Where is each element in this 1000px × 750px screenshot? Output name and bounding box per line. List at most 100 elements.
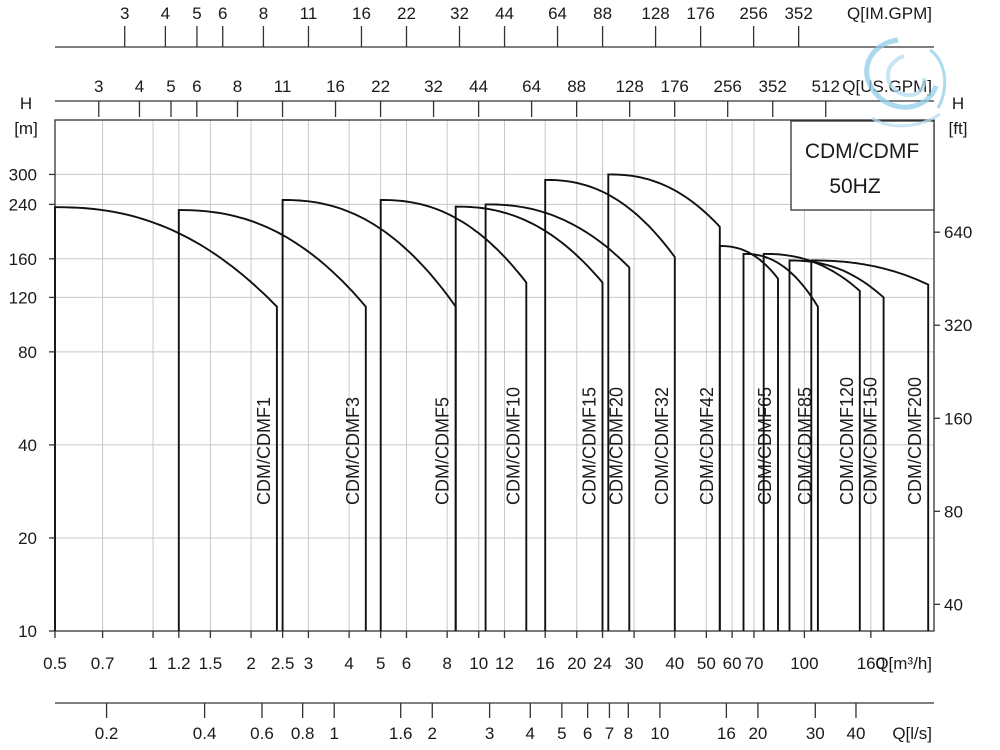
y-left-tick-label: 10 (18, 622, 37, 641)
ls-tick-label: 30 (806, 724, 825, 743)
pump-curve (810, 259, 930, 631)
ls-tick-label: 10 (650, 724, 669, 743)
brand-logo-icon (864, 37, 947, 128)
series-label: CDM/CDMF20 (606, 387, 626, 505)
m3h-tick-label: 1.5 (199, 654, 223, 673)
m3h-tick-label: 40 (665, 654, 684, 673)
m3h-tick-label: 12 (495, 654, 514, 673)
us-gpm-tick-label: 11 (274, 77, 292, 96)
ls-tick-label: 0.4 (193, 724, 217, 743)
y-left-tick-label: 40 (18, 436, 37, 455)
im-gpm-tick-label: 5 (192, 4, 201, 23)
y-right-tick-label: 40 (944, 595, 963, 614)
m3h-tick-label: 50 (697, 654, 716, 673)
y-right-tick-label: 160 (944, 409, 972, 428)
y-left-tick-label: 300 (9, 165, 37, 184)
m3h-tick-label: 60 (723, 654, 742, 673)
im-gpm-tick-label: 128 (641, 4, 669, 23)
m3h-tick-label: 2 (246, 654, 255, 673)
y-right-tick-label: 640 (944, 223, 972, 242)
im-gpm-tick-label: 11 (300, 4, 318, 23)
ls-tick-label: 16 (717, 724, 736, 743)
m3h-tick-label: 1.2 (167, 654, 191, 673)
m3h-tick-label: 0.7 (91, 654, 115, 673)
pump-curve (177, 209, 367, 631)
m3h-tick-label: 20 (567, 654, 586, 673)
im-gpm-tick-label: 88 (593, 4, 612, 23)
us-gpm-axis-label: Q[US.GPM] (842, 77, 932, 96)
ls-tick-label: 20 (748, 724, 767, 743)
m3h-tick-label: 6 (402, 654, 411, 673)
series-label: CDM/CDMF65 (755, 387, 775, 505)
series-label: CDM/CDMF120 (837, 377, 857, 505)
us-gpm-tick-label: 512 (812, 77, 840, 96)
us-gpm-tick-label: 44 (469, 77, 488, 96)
series-label: CDM/CDMF200 (905, 377, 925, 505)
y-left-tick-label: 240 (9, 195, 37, 214)
us-gpm-tick-label: 8 (233, 77, 242, 96)
series-label: CDM/CDMF42 (697, 387, 717, 505)
chart-title: CDM/CDMF (805, 140, 919, 163)
m3h-tick-label: 2.5 (271, 654, 295, 673)
us-gpm-tick-label: 176 (661, 77, 689, 96)
series-label: CDM/CDMF32 (652, 387, 672, 505)
ls-tick-label: 1.6 (389, 724, 413, 743)
y-right-unit: [ft] (949, 119, 968, 138)
im-gpm-tick-label: 3 (120, 4, 129, 23)
ls-tick-label: 6 (583, 724, 592, 743)
chart-subtitle: 50HZ (829, 175, 881, 198)
y-left-symbol: H (20, 94, 32, 113)
m3h-tick-label: 70 (744, 654, 763, 673)
m3h-tick-label: 24 (593, 654, 612, 673)
ls-tick-label: 1 (329, 724, 338, 743)
y-right-symbol: H (952, 94, 964, 113)
pump-curve (718, 245, 779, 631)
pump-curve (454, 205, 604, 631)
im-gpm-tick-label: 16 (352, 4, 371, 23)
us-gpm-tick-label: 256 (713, 77, 741, 96)
im-gpm-tick-label: 256 (739, 4, 767, 23)
axis-ticks: 0.5 0.7 1 1.2 1.5 2 2.5 3 4 5 6 8 10 12 16 20 24 30 40 50 60… (9, 4, 973, 743)
m3h-tick-label: 1 (148, 654, 157, 673)
us-gpm-tick-label: 5 (166, 77, 175, 96)
ls-tick-label: 40 (847, 724, 866, 743)
pump-curves: CDM/CDMF1 CDM/CDMF3 CDM/CDMF5 CDM/CDMF10 CDM… (54, 173, 930, 631)
im-gpm-tick-label: 4 (161, 4, 170, 23)
m3h-tick-label: 5 (376, 654, 385, 673)
m3h-tick-label: 3 (304, 654, 313, 673)
im-gpm-tick-label: 22 (397, 4, 416, 23)
m3h-tick-label: 16 (536, 654, 555, 673)
series-label: CDM/CDMF5 (433, 397, 453, 505)
pump-curve (379, 199, 528, 631)
ls-tick-label: 0.6 (250, 724, 274, 743)
series-label: CDM/CDMF150 (861, 377, 881, 505)
m3h-tick-label: 4 (344, 654, 353, 673)
m3h-tick-label: 160 (857, 654, 885, 673)
ls-tick-label: 3 (485, 724, 494, 743)
im-gpm-tick-label: 8 (259, 4, 268, 23)
y-left-tick-label: 120 (9, 288, 37, 307)
series-label: CDM/CDMF10 (503, 387, 523, 505)
im-gpm-tick-label: 6 (218, 4, 227, 23)
ls-tick-label: 0.8 (291, 724, 315, 743)
im-gpm-tick-label: 44 (495, 4, 514, 23)
pump-curve (742, 252, 819, 631)
m3h-axis-label: Q[m³/h] (875, 654, 932, 673)
us-gpm-tick-label: 64 (522, 77, 541, 96)
im-gpm-tick-label: 64 (548, 4, 567, 23)
y-left-tick-label: 80 (18, 343, 37, 362)
im-gpm-axis-label: Q[IM.GPM] (847, 4, 932, 23)
us-gpm-tick-label: 22 (371, 77, 390, 96)
pump-curve (788, 259, 885, 631)
pump-curve (607, 173, 721, 631)
im-gpm-tick-label: 32 (450, 4, 469, 23)
series-label: CDM/CDMF15 (580, 387, 600, 505)
ls-tick-label: 0.2 (95, 724, 119, 743)
us-gpm-tick-label: 352 (759, 77, 787, 96)
series-label: CDM/CDMF1 (254, 397, 274, 505)
im-gpm-tick-label: 352 (784, 4, 812, 23)
ls-tick-label: 7 (605, 724, 614, 743)
us-gpm-tick-label: 6 (192, 77, 201, 96)
pump-curve (281, 199, 457, 631)
m3h-tick-label: 30 (625, 654, 644, 673)
